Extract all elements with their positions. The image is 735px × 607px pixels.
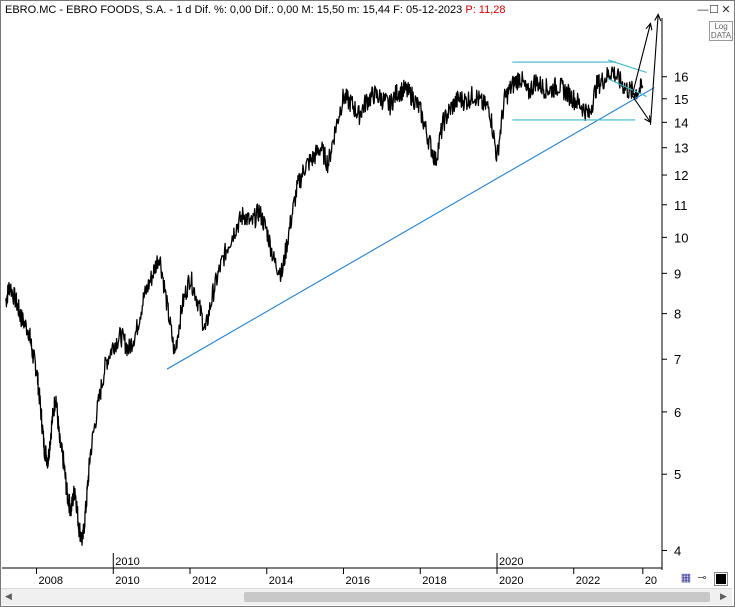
wedge-lower-line	[608, 78, 647, 98]
x-tick-label: 2016	[346, 575, 370, 587]
arrow-head-icon	[654, 13, 662, 22]
floppy-disk-icon[interactable]: ▦	[680, 572, 692, 584]
wedge-upper-line	[608, 59, 647, 74]
y-tick-label: 9	[674, 266, 681, 281]
scrollbar-thumb[interactable]	[244, 592, 710, 602]
log-scale-button[interactable]: Log DATA	[709, 21, 733, 41]
decade-marker-label: 2010	[115, 556, 139, 568]
y-tick-label: 12	[674, 168, 688, 183]
y-tick-label: 7	[674, 352, 681, 367]
decade-marker-label: 2020	[499, 556, 523, 568]
x-tick-label: 2022	[576, 575, 600, 587]
x-tick-label: 2014	[269, 575, 293, 587]
scroll-left-icon[interactable]: ◀	[5, 591, 12, 601]
log-button-sublabel: DATA	[710, 31, 732, 40]
y-tick-label: 10	[674, 230, 688, 245]
y-tick-label: 4	[674, 543, 681, 558]
y-tick-label: 15	[674, 92, 688, 107]
y-tick-label: 13	[674, 141, 688, 156]
y-tick-label: 6	[674, 405, 681, 420]
x-tick-label: 2012	[192, 575, 216, 587]
x-tick-label: 2008	[39, 575, 63, 587]
color-square-icon[interactable]	[714, 572, 728, 586]
x-tick-label: 20	[645, 575, 657, 587]
y-tick-label: 8	[674, 307, 681, 322]
maximize-button[interactable]: ☐	[709, 4, 719, 16]
log-button-label: Log	[714, 22, 728, 31]
pin-icon[interactable]: ⊸	[697, 572, 707, 584]
price-line	[5, 66, 644, 546]
x-tick-label: 2018	[422, 575, 446, 587]
y-tick-label: 14	[674, 115, 688, 130]
arrow-head-icon	[645, 22, 653, 31]
x-tick-label: 2020	[499, 575, 523, 587]
y-tick-label: 16	[674, 70, 688, 85]
arrow-up	[630, 23, 652, 99]
arrow-down	[630, 93, 651, 123]
x-tick-label: 2010	[115, 575, 139, 587]
y-tick-label: 11	[674, 198, 688, 213]
last-price-label: P: 11,28	[462, 4, 506, 16]
window-title: EBRO.MC - EBRO FOODS, S.A. - 1 d Dif. %:…	[5, 4, 506, 16]
minimize-button[interactable]: —	[697, 4, 709, 16]
support-trendline	[166, 87, 655, 370]
y-tick-label: 5	[674, 467, 681, 482]
arrow-head-icon	[644, 115, 652, 124]
title-bar: EBRO.MC - EBRO FOODS, S.A. - 1 d Dif. %:…	[2, 2, 733, 19]
scroll-right-icon[interactable]: ▶	[720, 591, 727, 601]
arrow-up	[649, 14, 659, 125]
horizontal-scrollbar[interactable]: ◀ ▶	[1, 588, 732, 605]
title-text: EBRO.MC - EBRO FOODS, S.A. - 1 d Dif. %:…	[5, 4, 463, 16]
close-button[interactable]: ✕	[721, 4, 731, 16]
